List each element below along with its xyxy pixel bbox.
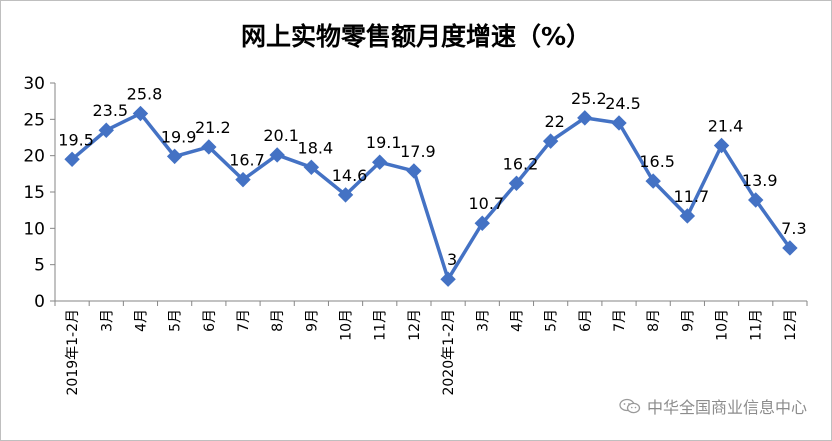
- data-label: 16.5: [639, 152, 675, 171]
- x-tick-label: 12月: [783, 309, 799, 341]
- wechat-icon: [619, 398, 641, 414]
- data-point-marker: [611, 115, 627, 131]
- data-label: 16.7: [229, 151, 265, 170]
- data-point-marker: [474, 215, 490, 231]
- data-point-marker: [337, 187, 354, 203]
- data-point-marker: [713, 137, 730, 154]
- data-label: 21.2: [195, 118, 231, 137]
- data-point-marker: [440, 271, 456, 287]
- data-point-marker: [782, 240, 798, 256]
- data-label: 22: [544, 112, 564, 131]
- data-labels: 19.5 23.525.8 19.921.2 16.7 20.118.4 14.6 19.1…: [58, 85, 806, 270]
- x-tick-label: 11月: [373, 309, 389, 341]
- data-label: 11.7: [674, 187, 710, 206]
- y-tick-label: 25: [23, 110, 45, 130]
- data-point-marker: [748, 192, 764, 208]
- x-tick-label: 7月: [612, 309, 628, 332]
- data-label: 19.5: [58, 130, 94, 149]
- x-tick-label: 3月: [99, 309, 115, 332]
- x-tick-label: 8月: [646, 309, 662, 332]
- data-point-marker: [679, 208, 696, 224]
- y-axis-ticks: 0 5 10 15 20 25 30: [23, 74, 55, 312]
- watermark: 中华全国商业信息中心: [619, 394, 807, 418]
- data-label: 16.2: [503, 154, 539, 173]
- x-tick-label: 10月: [715, 309, 731, 341]
- chart-title: 网上实物零售额月度增速（%）: [241, 22, 591, 51]
- x-tick-label: 11月: [749, 309, 765, 341]
- data-label: 10.7: [468, 194, 504, 213]
- data-label: 17.9: [400, 142, 436, 161]
- x-tick-label: 4月: [509, 309, 525, 332]
- data-point-marker: [269, 147, 285, 163]
- data-point-marker: [166, 148, 183, 165]
- watermark-text: 中华全国商业信息中心: [646, 398, 807, 417]
- x-tick-label: 2020年1-2月: [441, 309, 457, 396]
- y-tick-label: 30: [23, 74, 45, 94]
- data-point-marker: [372, 154, 388, 170]
- data-label: 19.9: [161, 127, 197, 146]
- data-point-marker: [406, 163, 422, 179]
- x-tick-label: 7月: [236, 309, 252, 332]
- data-point-marker: [303, 159, 320, 176]
- data-point-marker: [508, 175, 525, 191]
- x-tick-label: 8月: [270, 309, 286, 332]
- data-point-marker: [98, 122, 114, 138]
- y-tick-label: 15: [23, 183, 45, 203]
- data-point-marker: [645, 173, 661, 189]
- series-line-group: [64, 105, 798, 287]
- data-label: 3: [447, 250, 457, 269]
- data-label: 13.9: [742, 171, 778, 190]
- data-label: 7.3: [781, 219, 806, 238]
- x-tick-label: 6月: [202, 309, 218, 332]
- y-tick-label: 5: [34, 256, 45, 276]
- x-tick-label: 6月: [578, 309, 594, 332]
- data-point-marker: [201, 139, 217, 155]
- data-label: 21.4: [708, 116, 744, 135]
- x-tick-label: 10月: [339, 309, 355, 341]
- data-point-marker: [132, 105, 149, 122]
- x-tick-label: 3月: [475, 309, 491, 332]
- x-tick-label: 12月: [407, 309, 423, 341]
- x-tick-label: 2019年1-2月: [65, 309, 81, 396]
- x-axis-ticks: 2019年1-2月 3月 4月 5月 6月 7月 8月 9月 10月 11月 12月 2020年1-2…: [54, 301, 808, 396]
- data-label: 25.8: [127, 85, 163, 104]
- data-point-marker: [577, 110, 593, 126]
- series-line: [70, 111, 792, 281]
- x-tick-label: 9月: [304, 309, 320, 332]
- x-tick-label: 5月: [544, 309, 560, 332]
- data-label: 14.6: [332, 166, 368, 185]
- data-label: 20.1: [263, 126, 299, 145]
- x-tick-label: 5月: [168, 309, 184, 332]
- data-point-marker: [64, 151, 80, 168]
- data-label: 23.5: [92, 101, 128, 120]
- y-tick-label: 10: [23, 219, 45, 239]
- x-tick-label: 4月: [133, 309, 149, 332]
- data-label: 19.1: [366, 133, 402, 152]
- x-tick-label: 9月: [680, 309, 696, 332]
- data-point-marker: [235, 171, 251, 188]
- y-tick-label: 0: [34, 292, 45, 312]
- data-label: 25.2: [571, 89, 607, 108]
- data-label: 18.4: [298, 138, 334, 157]
- data-point-marker: [542, 133, 559, 149]
- data-label: 24.5: [605, 94, 641, 113]
- y-tick-label: 20: [23, 147, 45, 167]
